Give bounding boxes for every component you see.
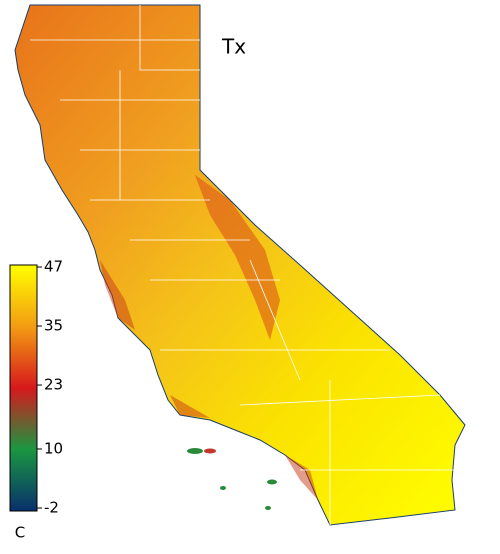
- colorbar-tick-label: 35: [44, 317, 63, 335]
- colorbar: [9, 264, 38, 512]
- islands: [187, 448, 277, 510]
- map-title: Tx: [221, 35, 246, 59]
- sierra-shade: [195, 175, 280, 340]
- colorbar-tick-label: -2: [44, 499, 59, 517]
- county-lines: [30, 5, 455, 525]
- colorbar-tick-label: 47: [44, 258, 63, 276]
- colorbar-tick-label: 10: [44, 439, 63, 457]
- colorbar-tick-label: 23: [44, 376, 63, 394]
- colorbar-unit: C: [15, 524, 25, 542]
